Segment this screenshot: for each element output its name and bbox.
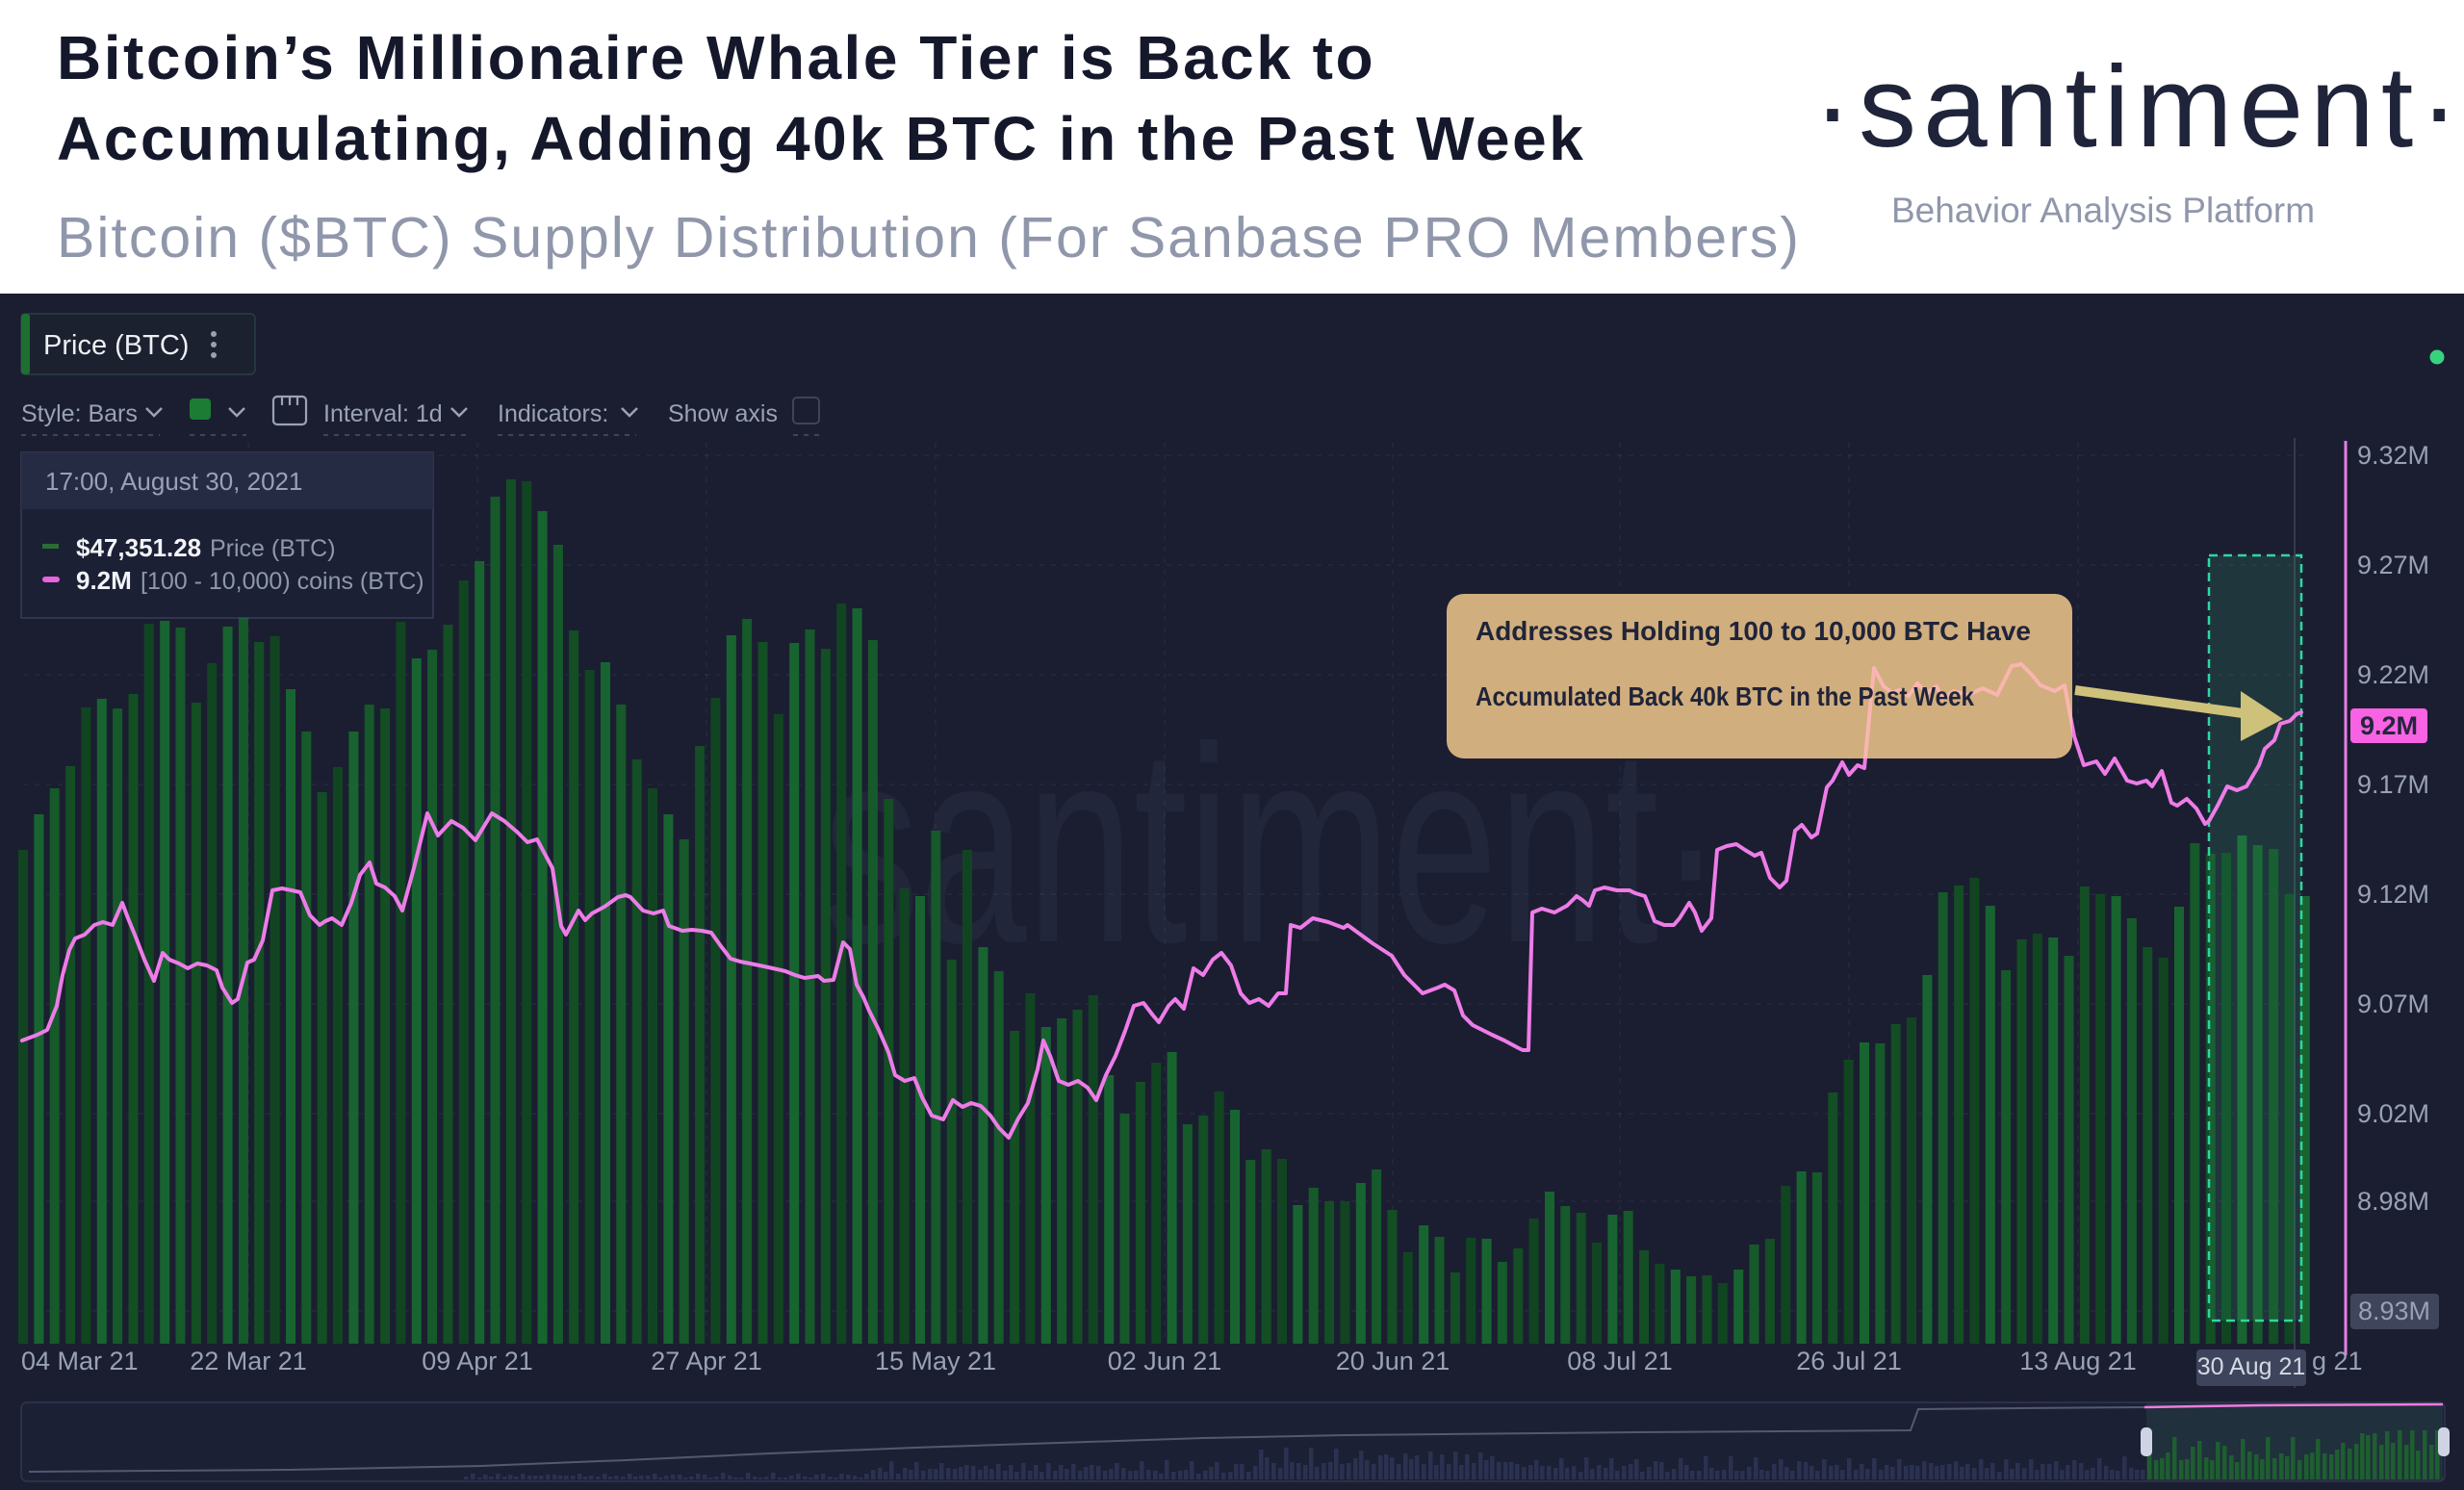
svg-text:9.2M: 9.2M — [2360, 711, 2418, 740]
svg-text:$47,351.28: $47,351.28 — [76, 533, 201, 562]
svg-text:08 Jul 21: 08 Jul 21 — [1567, 1347, 1673, 1375]
svg-text:[100 - 10,000) coins (BTC): [100 - 10,000) coins (BTC) — [141, 568, 424, 595]
svg-text:30 Aug 21: 30 Aug 21 — [2197, 1353, 2306, 1380]
svg-text:Style: Bars: Style: Bars — [21, 400, 138, 427]
svg-text:22 Mar 21: 22 Mar 21 — [190, 1347, 307, 1375]
svg-text:13 Aug 21: 13 Aug 21 — [2019, 1347, 2137, 1375]
svg-text:04 Mar 21: 04 Mar 21 — [21, 1347, 139, 1375]
svg-text:09 Apr 21: 09 Apr 21 — [422, 1347, 533, 1375]
svg-text:9.22M: 9.22M — [2357, 660, 2429, 689]
svg-text:Addresses Holding 100 to 10,00: Addresses Holding 100 to 10,000 BTC Have — [1476, 616, 2031, 646]
svg-text:Price (BTC): Price (BTC) — [210, 535, 336, 562]
svg-text:9.17M: 9.17M — [2357, 770, 2429, 799]
svg-text:9.07M: 9.07M — [2357, 989, 2429, 1018]
svg-text:Show axis: Show axis — [668, 400, 778, 427]
svg-text:9.12M: 9.12M — [2357, 880, 2429, 909]
svg-text:8.98M: 8.98M — [2357, 1187, 2429, 1216]
svg-text:9.32M: 9.32M — [2357, 441, 2429, 470]
svg-text:Price (BTC): Price (BTC) — [43, 330, 189, 361]
svg-text:Indicators:: Indicators: — [498, 400, 608, 427]
svg-text:g 21: g 21 — [2312, 1347, 2363, 1375]
svg-text:20 Jun 21: 20 Jun 21 — [1336, 1347, 1450, 1375]
svg-text:02 Jun 21: 02 Jun 21 — [1108, 1347, 1222, 1375]
svg-text:Interval: 1d: Interval: 1d — [323, 400, 443, 427]
svg-text:9.02M: 9.02M — [2357, 1099, 2429, 1128]
svg-text:26 Jul 21: 26 Jul 21 — [1796, 1347, 1902, 1375]
svg-text:27 Apr 21: 27 Apr 21 — [651, 1347, 762, 1375]
svg-text:Accumulated Back 40k BTC in th: Accumulated Back 40k BTC in the Past Wee… — [1476, 681, 1974, 711]
svg-text:9.2M: 9.2M — [76, 566, 132, 595]
svg-text:17:00, August 30, 2021: 17:00, August 30, 2021 — [45, 467, 302, 496]
svg-text:8.93M: 8.93M — [2358, 1297, 2430, 1325]
svg-text:15 May 21: 15 May 21 — [875, 1347, 996, 1375]
svg-text:9.27M: 9.27M — [2357, 551, 2429, 579]
